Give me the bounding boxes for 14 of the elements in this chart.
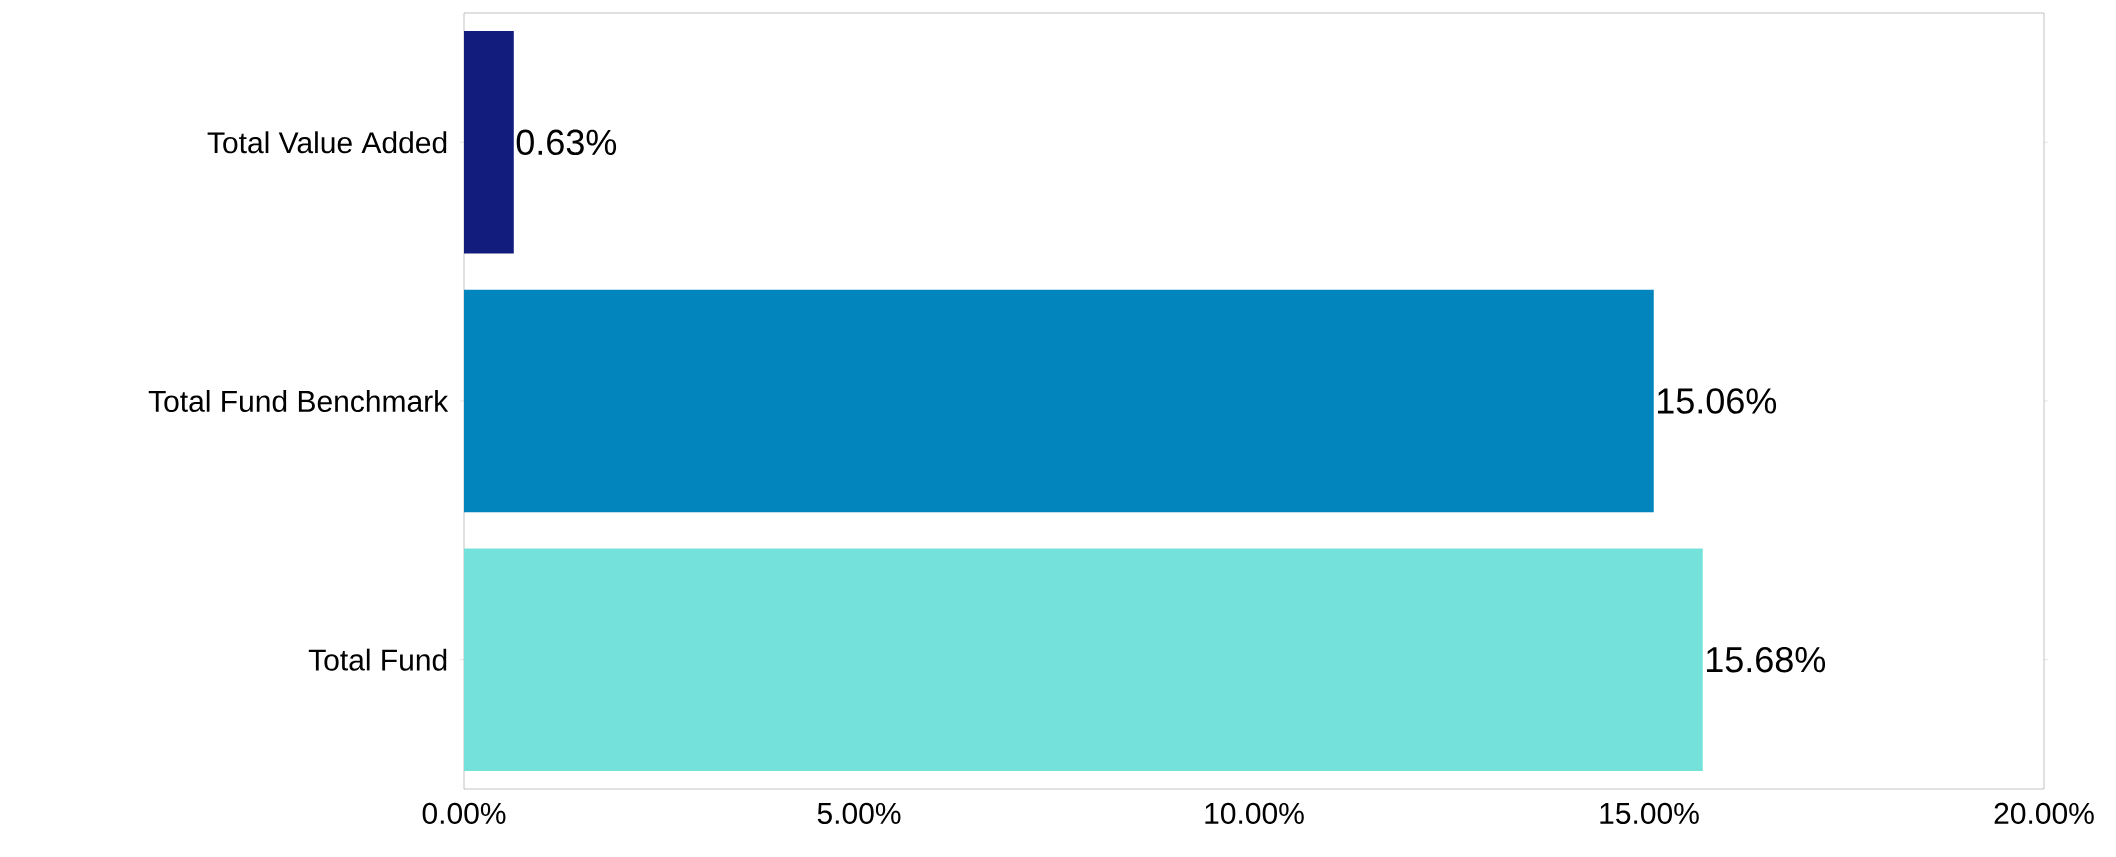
data-label: 15.68% [1706, 646, 1826, 673]
x-tick-label: 15.00% [1600, 802, 1699, 825]
bar [464, 31, 514, 254]
y-tick-label: Total Fund Benchmark [148, 389, 449, 413]
data-label: 15.06% [1658, 388, 1777, 414]
y-tick-label: Total Value Added [207, 131, 447, 154]
x-tick-label: 10.00% [1205, 802, 1304, 825]
x-tick-label: 20.00% [1994, 802, 2094, 825]
y-tick-label: Total Fund [308, 648, 447, 671]
bar [464, 548, 1703, 771]
data-label: 0.63% [516, 129, 617, 156]
bar [464, 289, 1654, 513]
x-tick-label: 5.00% [817, 802, 901, 825]
x-tick-label: 0.00% [422, 802, 506, 825]
